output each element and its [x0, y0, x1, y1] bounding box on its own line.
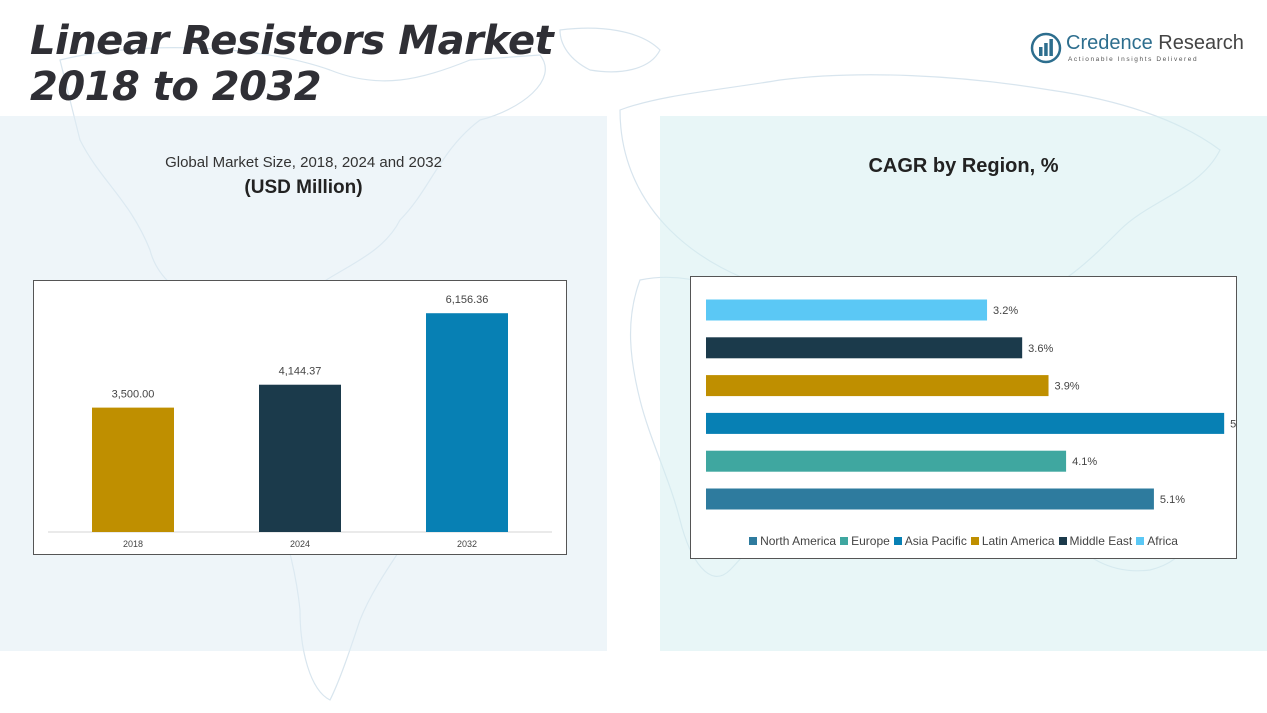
- bar-value-label: 6,156.36: [446, 294, 489, 306]
- bar-middle-east: [706, 337, 1023, 359]
- bar-europe: [706, 450, 1067, 472]
- bar-asia-pacific: [706, 412, 1225, 434]
- legend-item-middle-east: Middle East: [1058, 534, 1133, 548]
- bar-2032: [426, 313, 508, 532]
- bar-north-america: [706, 488, 1154, 510]
- bar-value-label: 5.1%: [1160, 494, 1185, 506]
- x-tick-label: 2024: [290, 539, 310, 549]
- brand-logo: Credence Research Actionable Insights De…: [1030, 30, 1244, 66]
- bar-2018: [92, 407, 174, 532]
- brand-name-part-1: Credence: [1066, 32, 1153, 54]
- bar-latin-america: [706, 375, 1049, 397]
- legend-swatch: [840, 537, 849, 545]
- bar-value-label: 5.9%: [1230, 418, 1236, 430]
- legend-item-africa: Africa: [1136, 534, 1178, 548]
- legend-label: Latin America: [981, 534, 1055, 548]
- bar-value-label: 3,500.00: [112, 389, 155, 401]
- legend-label: Africa: [1147, 534, 1178, 548]
- legend-item-asia-pacific: Asia Pacific: [893, 534, 967, 548]
- market-size-unit: (USD Million): [244, 177, 363, 198]
- bar-value-label: 3.6%: [1028, 343, 1053, 355]
- legend-label: Asia Pacific: [904, 534, 967, 548]
- legend-swatch: [970, 537, 979, 545]
- bar-value-label: 4.1%: [1072, 456, 1097, 468]
- market-size-subtitle: Global Market Size, 2018, 2024 and 2032: [165, 154, 442, 171]
- legend-label: North America: [760, 534, 837, 548]
- bar-africa: [706, 299, 988, 321]
- x-tick-label: 2018: [123, 539, 143, 549]
- cagr-horizontal-bar-chart: 3.2% 3.6% 3.9% 5.9% 4.1% 5.1%: [706, 299, 1236, 510]
- cagr-title: CAGR by Region, %: [868, 155, 1059, 177]
- bar-2024: [259, 384, 341, 532]
- cagr-chart: 3.2% 3.6% 3.9% 5.9% 4.1% 5.1% North America Eu…: [690, 276, 1237, 559]
- bar-value-label: 3.2%: [993, 305, 1018, 317]
- main-title: Linear Resistors Market 2018 to 2032: [30, 18, 554, 110]
- legend-swatch: [749, 537, 758, 545]
- legend-item-latin-america: Latin America: [970, 534, 1055, 548]
- brand-name-part-2: Research: [1152, 32, 1244, 54]
- bar-chart-circle-icon: [1030, 32, 1062, 64]
- legend-label: Europe: [851, 534, 890, 548]
- brand-name: Credence Research: [1066, 32, 1244, 54]
- title-line-2: 2018 to 2032: [30, 64, 322, 110]
- legend-swatch: [893, 537, 902, 545]
- title-line-1: Linear Resistors Market: [30, 18, 554, 64]
- legend-swatch: [1058, 537, 1067, 545]
- legend-swatch: [1136, 537, 1145, 545]
- x-tick-label: 2032: [457, 539, 477, 549]
- brand-tagline: Actionable Insights Delivered: [1068, 56, 1199, 63]
- cagr-legend: North America Europe Asia Pacific Latin Ame…: [691, 534, 1236, 548]
- market-size-chart: 3,500.00 2018 4,144.37 2024 6,156.36 2032: [33, 280, 567, 555]
- legend-item-north-america: North America: [749, 534, 836, 548]
- bar-value-label: 4,144.37: [279, 366, 322, 378]
- market-size-bar-chart: 3,500.00 2018 4,144.37 2024 6,156.36 2032: [48, 294, 552, 549]
- bar-value-label: 3.9%: [1055, 381, 1080, 393]
- legend-item-europe: Europe: [840, 534, 890, 548]
- legend-label: Middle East: [1069, 534, 1133, 548]
